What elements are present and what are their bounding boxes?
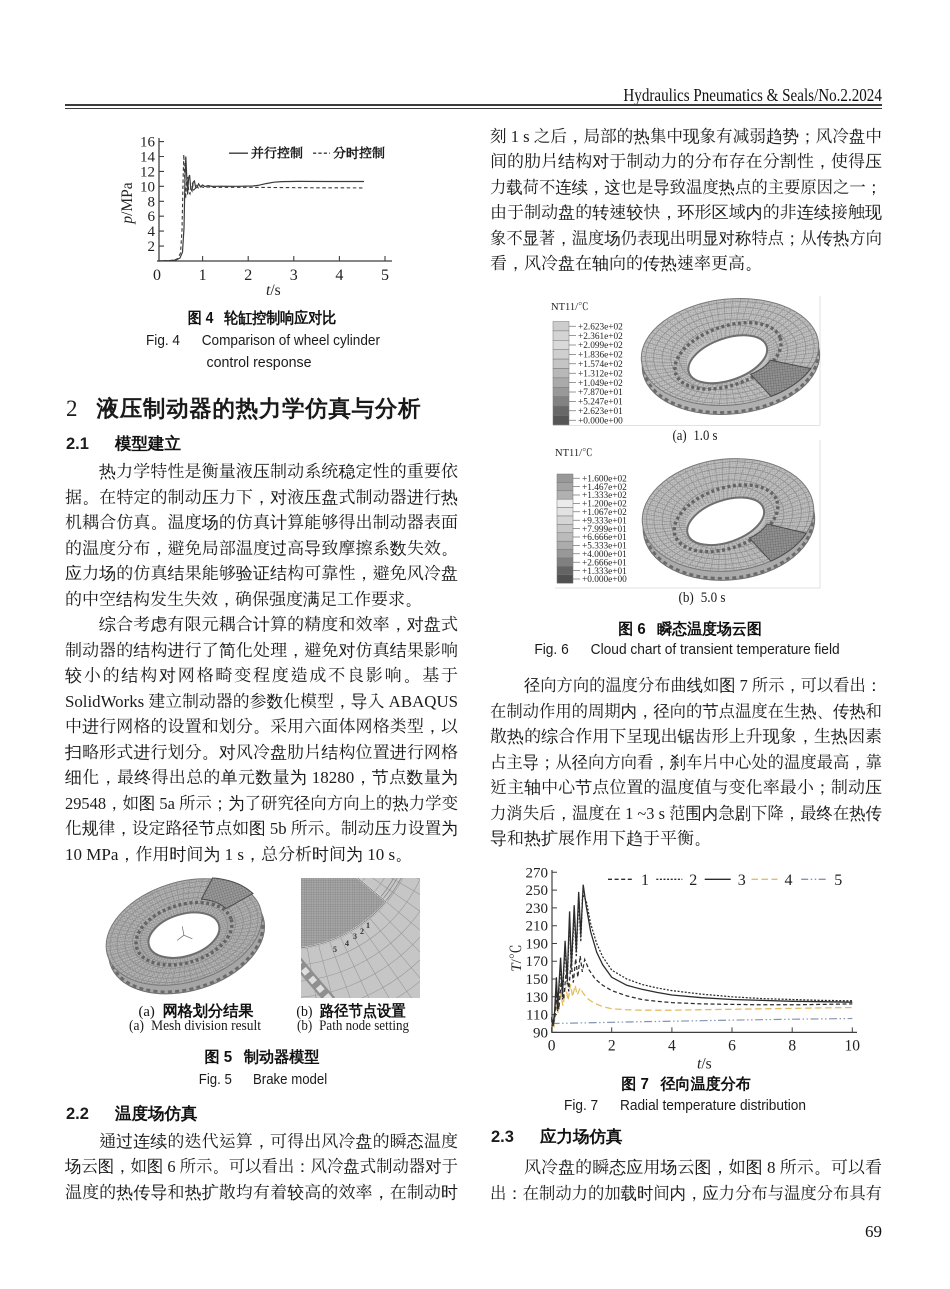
svg-text:16: 16 bbox=[140, 135, 156, 151]
svg-text:8: 8 bbox=[148, 194, 156, 210]
svg-text:+1.312e+02: +1.312e+02 bbox=[578, 369, 623, 379]
svg-text:+0.000e+00: +0.000e+00 bbox=[578, 416, 623, 426]
svg-text:NT11/℃: NT11/℃ bbox=[555, 447, 593, 459]
svg-text:130: 130 bbox=[526, 990, 549, 1006]
svg-text:170: 170 bbox=[526, 954, 549, 970]
svg-text:0: 0 bbox=[153, 267, 161, 284]
svg-text:+2.666e+01: +2.666e+01 bbox=[582, 558, 627, 568]
svg-text:8: 8 bbox=[788, 1037, 796, 1054]
svg-text:4: 4 bbox=[345, 939, 349, 948]
svg-text:0: 0 bbox=[548, 1037, 556, 1054]
svg-text:2: 2 bbox=[608, 1037, 616, 1054]
svg-text:150: 150 bbox=[526, 972, 549, 988]
svg-text:1: 1 bbox=[199, 267, 207, 284]
svg-text:+1.836e+02: +1.836e+02 bbox=[578, 351, 623, 361]
svg-text:14: 14 bbox=[140, 150, 156, 166]
svg-text:210: 210 bbox=[526, 919, 549, 935]
svg-text:3: 3 bbox=[738, 872, 746, 889]
svg-text:2: 2 bbox=[360, 927, 364, 936]
svg-text:190: 190 bbox=[526, 937, 549, 953]
svg-text:+1.200e+02: +1.200e+02 bbox=[582, 500, 627, 510]
svg-text:10: 10 bbox=[845, 1037, 861, 1054]
svg-text:3: 3 bbox=[353, 932, 357, 941]
svg-text:+1.600e+02: +1.600e+02 bbox=[582, 474, 627, 484]
svg-text:1: 1 bbox=[641, 872, 649, 889]
svg-text:+5.247e+01: +5.247e+01 bbox=[578, 398, 623, 408]
svg-text:t/s: t/s bbox=[697, 1055, 712, 1072]
svg-text:+2.623e+01: +2.623e+01 bbox=[578, 407, 623, 417]
svg-text:+1.333e+02: +1.333e+02 bbox=[582, 491, 627, 501]
svg-text:230: 230 bbox=[526, 901, 549, 917]
svg-text:+7.999e+01: +7.999e+01 bbox=[582, 525, 627, 535]
svg-text:+5.333e+01: +5.333e+01 bbox=[582, 542, 627, 552]
svg-text:2: 2 bbox=[148, 239, 156, 255]
svg-text:t/s: t/s bbox=[266, 282, 281, 299]
svg-text:4: 4 bbox=[785, 872, 793, 889]
svg-text:6: 6 bbox=[148, 209, 156, 225]
svg-text:2: 2 bbox=[689, 872, 697, 889]
svg-text:+7.870e+01: +7.870e+01 bbox=[578, 388, 623, 398]
svg-text:5: 5 bbox=[834, 872, 842, 889]
svg-text:3: 3 bbox=[290, 267, 298, 284]
svg-text:+2.623e+02: +2.623e+02 bbox=[578, 322, 623, 332]
svg-text:+1.067e+02: +1.067e+02 bbox=[582, 508, 627, 518]
svg-text:+1.049e+02: +1.049e+02 bbox=[578, 379, 623, 389]
svg-text:+6.666e+01: +6.666e+01 bbox=[582, 533, 627, 543]
svg-text:110: 110 bbox=[526, 1008, 548, 1024]
svg-text:+4.000e+01: +4.000e+01 bbox=[582, 550, 627, 560]
svg-text:NT11/℃: NT11/℃ bbox=[551, 301, 589, 313]
svg-text:2: 2 bbox=[244, 267, 252, 284]
svg-text:4: 4 bbox=[335, 267, 343, 284]
svg-text:250: 250 bbox=[526, 883, 549, 899]
svg-text:+1.333e+01: +1.333e+01 bbox=[582, 567, 627, 577]
svg-text:270: 270 bbox=[526, 865, 549, 881]
svg-text:10: 10 bbox=[140, 179, 155, 195]
svg-text:5: 5 bbox=[333, 945, 337, 954]
svg-text:分时控制: 分时控制 bbox=[333, 146, 385, 161]
svg-text:12: 12 bbox=[140, 164, 155, 180]
svg-text:T/℃: T/℃ bbox=[509, 944, 525, 972]
svg-text:1: 1 bbox=[366, 921, 370, 930]
svg-text:4: 4 bbox=[668, 1037, 676, 1054]
svg-text:+9.333e+01: +9.333e+01 bbox=[582, 516, 627, 526]
svg-text:+0.000e+00: +0.000e+00 bbox=[582, 575, 627, 585]
svg-text:并行控制: 并行控制 bbox=[251, 146, 303, 161]
svg-text:+2.099e+02: +2.099e+02 bbox=[578, 341, 623, 351]
svg-text:+1.467e+02: +1.467e+02 bbox=[582, 483, 627, 493]
svg-text:+2.361e+02: +2.361e+02 bbox=[578, 332, 623, 342]
svg-text:p/MPa: p/MPa bbox=[119, 182, 136, 224]
svg-text:+1.574e+02: +1.574e+02 bbox=[578, 360, 623, 370]
svg-text:90: 90 bbox=[533, 1025, 548, 1041]
svg-text:5: 5 bbox=[381, 267, 389, 284]
svg-text:4: 4 bbox=[148, 224, 156, 240]
svg-text:6: 6 bbox=[728, 1037, 736, 1054]
